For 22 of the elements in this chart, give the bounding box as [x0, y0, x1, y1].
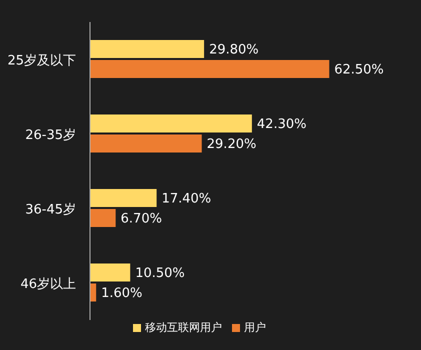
- data-label: 1.60%: [101, 286, 142, 302]
- bar: [90, 189, 157, 207]
- data-label: 42.30%: [256, 117, 306, 132]
- data-label: 62.50%: [334, 62, 384, 78]
- bar: [90, 114, 252, 132]
- legend-label: 用户: [244, 321, 266, 334]
- y-tick-label: 26-35岁: [25, 128, 76, 143]
- bar: [90, 264, 130, 282]
- bar: [90, 284, 96, 302]
- y-tick-label: 46岁以上: [20, 276, 76, 292]
- y-tick-label: 25岁及以下: [7, 53, 76, 68]
- y-tick-label: 36-45岁: [25, 202, 76, 218]
- data-label: 29.20%: [206, 137, 256, 152]
- bar: [90, 60, 330, 78]
- data-label: 17.40%: [162, 192, 212, 207]
- data-label: 10.50%: [135, 266, 185, 282]
- bar: [90, 40, 204, 58]
- bar: [90, 209, 116, 227]
- data-label: 6.70%: [120, 212, 162, 227]
- bar: [90, 134, 202, 152]
- legend-label: 移动互联网用户: [145, 321, 222, 334]
- data-label: 29.80%: [209, 42, 259, 58]
